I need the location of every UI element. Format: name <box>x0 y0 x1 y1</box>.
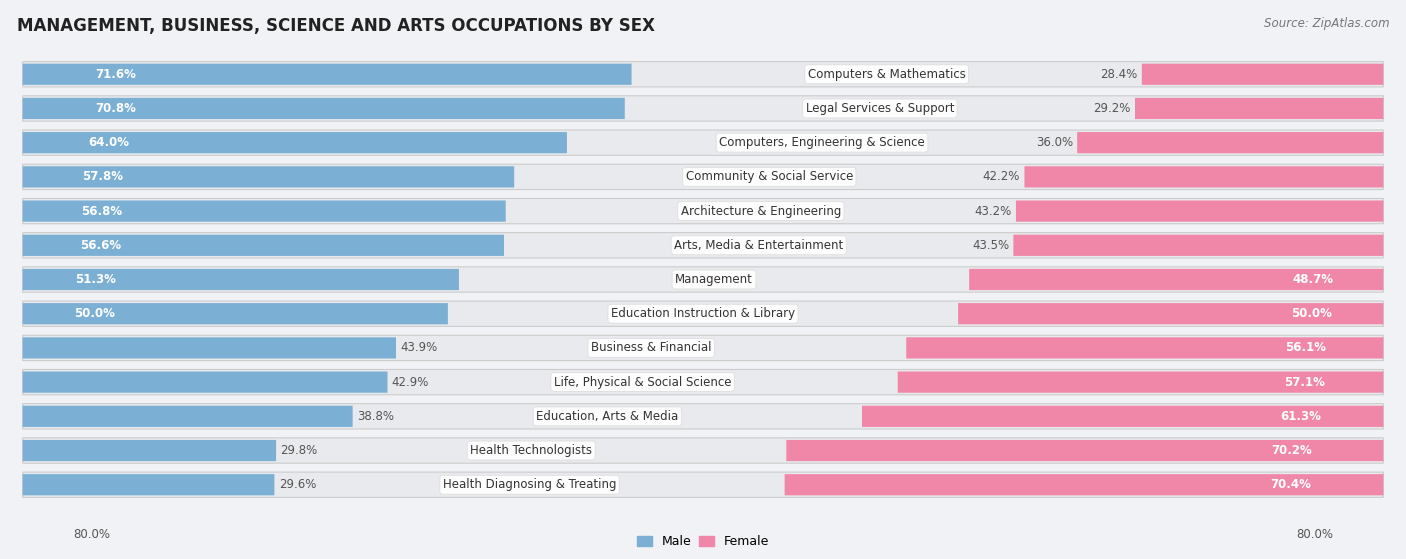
Text: 42.9%: 42.9% <box>392 376 429 389</box>
FancyBboxPatch shape <box>22 233 1384 258</box>
Text: 51.3%: 51.3% <box>75 273 115 286</box>
FancyBboxPatch shape <box>22 235 503 256</box>
Text: 50.0%: 50.0% <box>73 307 114 320</box>
FancyBboxPatch shape <box>22 335 1384 361</box>
Text: Management: Management <box>675 273 754 286</box>
FancyBboxPatch shape <box>22 98 624 119</box>
FancyBboxPatch shape <box>1025 166 1384 187</box>
Text: 56.8%: 56.8% <box>80 205 122 217</box>
FancyBboxPatch shape <box>907 337 1384 358</box>
FancyBboxPatch shape <box>22 64 631 85</box>
FancyBboxPatch shape <box>862 406 1384 427</box>
Text: Life, Physical & Social Science: Life, Physical & Social Science <box>554 376 731 389</box>
Text: 28.4%: 28.4% <box>1101 68 1137 80</box>
FancyBboxPatch shape <box>22 404 1384 429</box>
Text: Architecture & Engineering: Architecture & Engineering <box>681 205 841 217</box>
Text: 43.9%: 43.9% <box>401 342 437 354</box>
Text: 57.8%: 57.8% <box>82 170 122 183</box>
Text: Education, Arts & Media: Education, Arts & Media <box>536 410 679 423</box>
FancyBboxPatch shape <box>22 303 449 324</box>
Text: 43.5%: 43.5% <box>972 239 1010 252</box>
FancyBboxPatch shape <box>22 406 353 427</box>
Text: 38.8%: 38.8% <box>357 410 394 423</box>
FancyBboxPatch shape <box>969 269 1384 290</box>
Text: 36.0%: 36.0% <box>1036 136 1073 149</box>
Text: Computers, Engineering & Science: Computers, Engineering & Science <box>720 136 925 149</box>
Text: 29.8%: 29.8% <box>280 444 318 457</box>
FancyBboxPatch shape <box>957 303 1384 324</box>
FancyBboxPatch shape <box>1017 201 1384 222</box>
FancyBboxPatch shape <box>22 369 1384 395</box>
FancyBboxPatch shape <box>22 201 506 222</box>
FancyBboxPatch shape <box>22 438 1384 463</box>
FancyBboxPatch shape <box>1014 235 1384 256</box>
Text: 42.2%: 42.2% <box>983 170 1021 183</box>
Text: 70.8%: 70.8% <box>96 102 136 115</box>
Text: 71.6%: 71.6% <box>96 68 136 80</box>
FancyBboxPatch shape <box>1077 132 1384 153</box>
FancyBboxPatch shape <box>1135 98 1384 119</box>
Text: Computers & Mathematics: Computers & Mathematics <box>808 68 966 80</box>
Text: 57.1%: 57.1% <box>1284 376 1324 389</box>
Text: Business & Financial: Business & Financial <box>591 342 711 354</box>
FancyBboxPatch shape <box>22 337 396 358</box>
FancyBboxPatch shape <box>22 301 1384 326</box>
Text: 70.4%: 70.4% <box>1271 479 1312 491</box>
Text: 43.2%: 43.2% <box>974 205 1012 217</box>
FancyBboxPatch shape <box>22 474 274 495</box>
FancyBboxPatch shape <box>785 474 1384 495</box>
FancyBboxPatch shape <box>22 132 567 153</box>
Text: Health Diagnosing & Treating: Health Diagnosing & Treating <box>443 479 616 491</box>
FancyBboxPatch shape <box>22 164 1384 190</box>
Text: 80.0%: 80.0% <box>1296 528 1333 541</box>
Text: 56.6%: 56.6% <box>80 239 121 252</box>
FancyBboxPatch shape <box>22 472 1384 498</box>
Legend: Male, Female: Male, Female <box>631 530 775 553</box>
FancyBboxPatch shape <box>22 198 1384 224</box>
FancyBboxPatch shape <box>22 267 1384 292</box>
FancyBboxPatch shape <box>898 372 1384 393</box>
Text: 80.0%: 80.0% <box>73 528 110 541</box>
FancyBboxPatch shape <box>22 269 458 290</box>
Text: 64.0%: 64.0% <box>89 136 129 149</box>
Text: 48.7%: 48.7% <box>1292 273 1334 286</box>
FancyBboxPatch shape <box>1142 64 1384 85</box>
FancyBboxPatch shape <box>22 166 515 187</box>
Text: Health Technologists: Health Technologists <box>470 444 592 457</box>
Text: 70.2%: 70.2% <box>1271 444 1312 457</box>
Text: MANAGEMENT, BUSINESS, SCIENCE AND ARTS OCCUPATIONS BY SEX: MANAGEMENT, BUSINESS, SCIENCE AND ARTS O… <box>17 17 655 35</box>
Text: 29.2%: 29.2% <box>1094 102 1130 115</box>
Text: 56.1%: 56.1% <box>1285 342 1326 354</box>
Text: Education Instruction & Library: Education Instruction & Library <box>612 307 794 320</box>
FancyBboxPatch shape <box>22 372 388 393</box>
FancyBboxPatch shape <box>22 61 1384 87</box>
Text: Community & Social Service: Community & Social Service <box>686 170 853 183</box>
FancyBboxPatch shape <box>786 440 1384 461</box>
Text: 61.3%: 61.3% <box>1279 410 1320 423</box>
Text: Arts, Media & Entertainment: Arts, Media & Entertainment <box>673 239 844 252</box>
Text: 29.6%: 29.6% <box>278 479 316 491</box>
FancyBboxPatch shape <box>22 130 1384 155</box>
FancyBboxPatch shape <box>22 96 1384 121</box>
FancyBboxPatch shape <box>22 440 276 461</box>
Text: Source: ZipAtlas.com: Source: ZipAtlas.com <box>1264 17 1389 30</box>
Text: Legal Services & Support: Legal Services & Support <box>806 102 955 115</box>
Text: 50.0%: 50.0% <box>1292 307 1333 320</box>
